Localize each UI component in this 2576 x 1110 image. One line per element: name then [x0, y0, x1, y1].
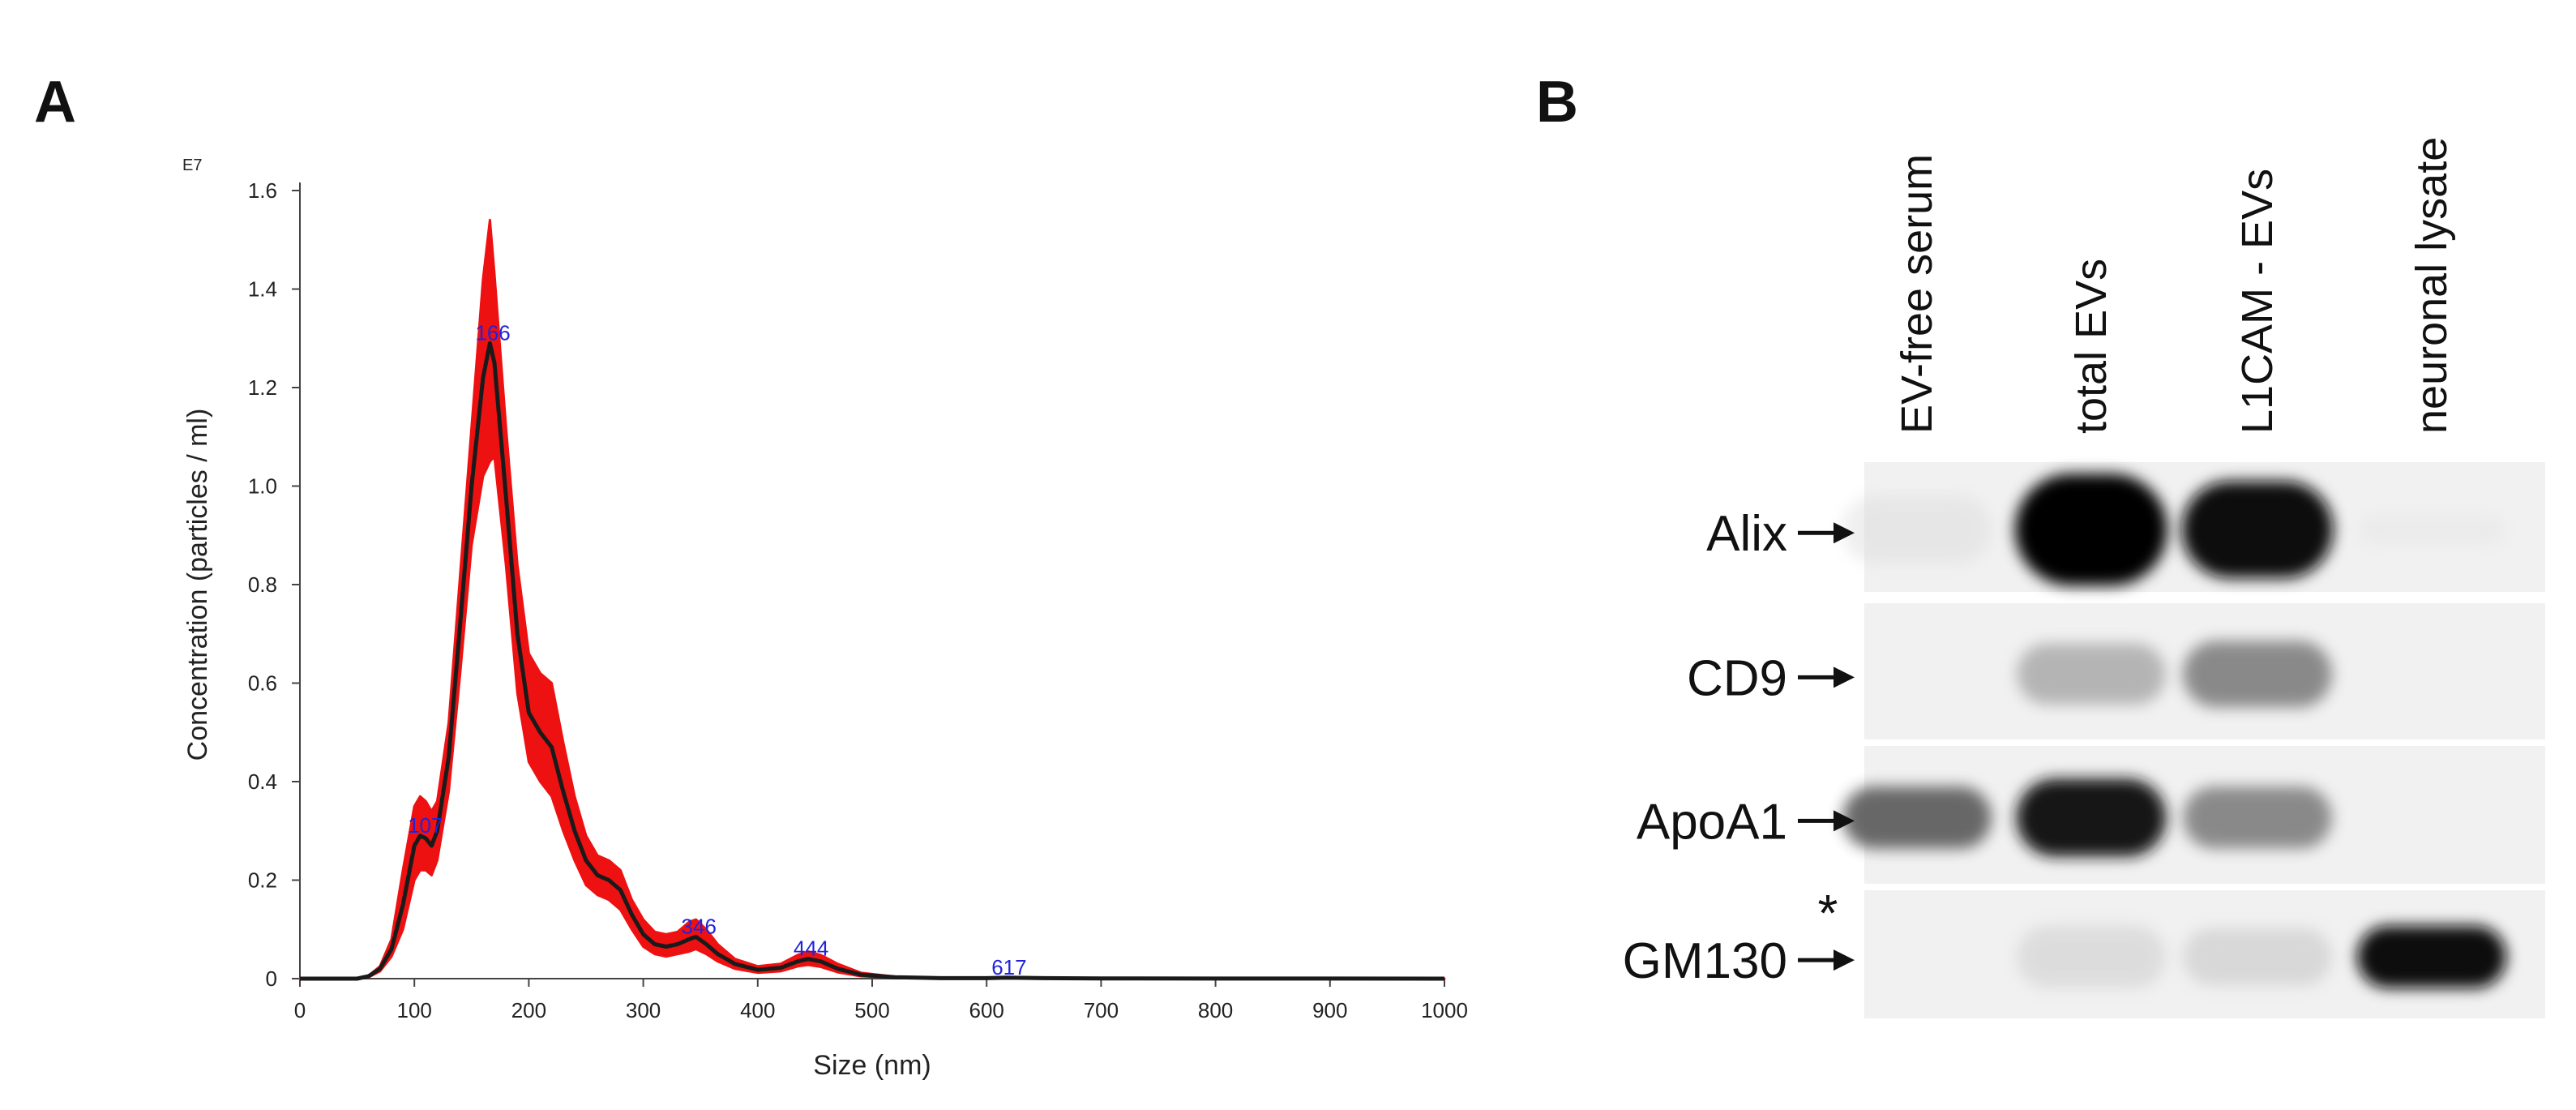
x-tick-label: 100 — [397, 998, 432, 1022]
y-tick-label: 1.4 — [248, 277, 277, 302]
y-tick-label: 1.6 — [248, 178, 277, 203]
blot-rows: Alix CD9 ApoA1 GM130 * — [1623, 462, 2545, 1018]
x-tick-label: 300 — [626, 998, 661, 1022]
blot-band — [2015, 474, 2167, 586]
blot-band — [1842, 495, 1992, 564]
peak-labels: 107 166 346 444 617 — [408, 320, 1027, 979]
x-tick-label: 400 — [740, 998, 775, 1022]
blot-band — [2016, 778, 2167, 857]
y-axis-title: Concentration (particles / ml) — [182, 409, 213, 761]
y-tick-label: 0.4 — [248, 769, 277, 794]
peak-label: 617 — [991, 955, 1026, 979]
blot-band — [1842, 786, 1992, 849]
blot-band — [2017, 643, 2166, 705]
arrow-icon — [1834, 810, 1855, 832]
blot-row: CD9 — [1687, 603, 2545, 739]
blot-band — [2181, 481, 2334, 579]
western-blot: EV-free serum total EVs L1CAM - EVs neurona… — [1623, 137, 2545, 1018]
blot-row: GM130 * — [1623, 884, 2545, 1018]
peak-label: 107 — [408, 813, 443, 838]
x-tick-label: 1000 — [1421, 998, 1468, 1022]
y-tick-label: 0.2 — [248, 868, 277, 893]
y-exponent-label: E7 — [182, 156, 202, 174]
arrow-icon — [1834, 666, 1855, 688]
blot-band — [2357, 925, 2506, 988]
y-tick-label: 0.8 — [248, 572, 277, 597]
x-tick-label: 900 — [1312, 998, 1347, 1022]
x-tick-label: 0 — [294, 998, 306, 1022]
chart-ticks: 0 100 200 300 400 500 600 700 800 900 1000 0 0.2 0.4 0… — [248, 178, 1468, 1022]
lane-label: neuronal lysate — [2407, 137, 2456, 434]
peak-label: 444 — [794, 936, 828, 961]
blot-row: Alix — [1706, 462, 2545, 592]
x-tick-label: 500 — [854, 998, 889, 1022]
protein-label: ApoA1 — [1637, 794, 1787, 850]
mean-concentration-line — [300, 341, 1445, 981]
lane-labels: EV-free serum total EVs L1CAM - EVs neurona… — [1893, 137, 2456, 434]
chart-axes — [299, 182, 1444, 979]
size-distribution-chart: E7 0 100 200 300 400 500 600 700 800 900 100000.20… — [182, 156, 1468, 1081]
y-tick-label: 0.6 — [248, 671, 277, 696]
peak-label: 166 — [475, 320, 510, 345]
blot-band — [2183, 641, 2332, 708]
arrow-icon — [1834, 522, 1855, 544]
x-axis-title: Size (nm) — [813, 1050, 931, 1081]
blot-band — [2183, 786, 2332, 849]
protein-label: CD9 — [1687, 650, 1787, 706]
blot-row: ApoA1 — [1637, 746, 2545, 884]
blot-band — [2358, 515, 2505, 545]
blot-band — [2017, 925, 2166, 988]
protein-label: GM130 — [1623, 933, 1787, 989]
y-tick-label: 0 — [266, 966, 277, 991]
y-tick-label: 1.2 — [248, 375, 277, 400]
panel-b-letter: B — [1536, 70, 1578, 135]
x-tick-label: 600 — [969, 998, 1004, 1022]
lane-label: EV-free serum — [1893, 154, 1941, 434]
peak-label: 346 — [682, 914, 717, 938]
panel-a-letter: A — [34, 70, 76, 135]
error-band — [298, 218, 1446, 980]
x-tick-label: 700 — [1084, 998, 1119, 1022]
arrow-icon — [1834, 949, 1855, 971]
blot-band — [2183, 928, 2332, 986]
lane-label: L1CAM - EVs — [2233, 169, 2282, 434]
lane-label: total EVs — [2067, 259, 2116, 434]
x-tick-label: 200 — [511, 998, 546, 1022]
y-tick-label: 1.0 — [248, 474, 277, 499]
asterisk-marker: * — [1818, 884, 1838, 942]
protein-label: Alix — [1706, 506, 1787, 562]
x-tick-label: 800 — [1198, 998, 1233, 1022]
